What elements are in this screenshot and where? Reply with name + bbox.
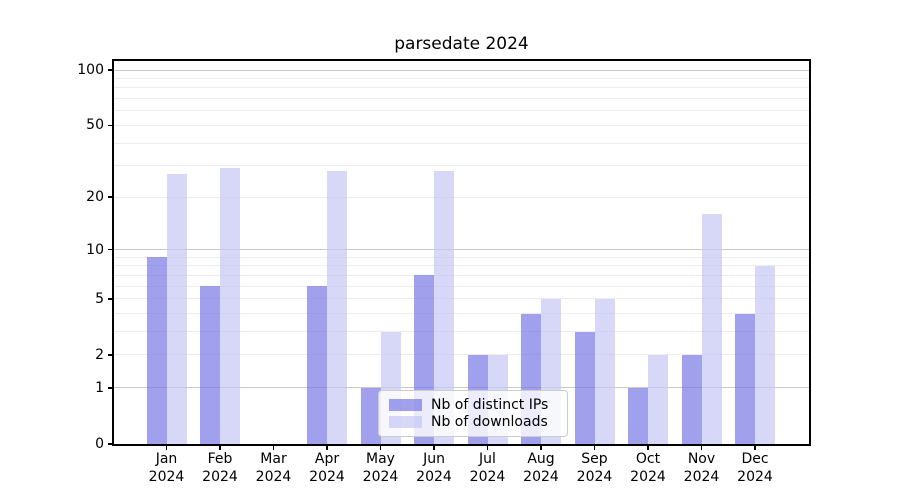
- y-tick-label-2: 2: [95, 346, 104, 363]
- y-gridline-40: [114, 142, 809, 144]
- bar-distinct-ips-jan: [146, 257, 167, 444]
- legend-item-distinct-ips: Nb of distinct IPs: [389, 396, 567, 414]
- x-tick-label-nov: Nov 2024: [683, 451, 720, 485]
- bar-downloads-jun: [434, 171, 454, 444]
- y-tick-label-5: 5: [95, 290, 104, 307]
- bar-distinct-ips-sep: [574, 332, 595, 444]
- y-gridline-5: [114, 298, 809, 300]
- y-gridline-1: [114, 387, 809, 389]
- y-tick-mark: [108, 354, 112, 356]
- y-tick-mark: [108, 248, 112, 251]
- bar-downloads-feb: [220, 168, 240, 444]
- y-gridline-60: [114, 110, 809, 112]
- y-gridline-20: [114, 196, 809, 198]
- bar-distinct-ips-dec: [735, 314, 755, 444]
- bar-downloads-dec: [755, 266, 775, 444]
- y-tick-mark: [108, 69, 112, 71]
- y-tick-mark: [108, 387, 112, 389]
- bar-downloads-jan: [166, 174, 187, 444]
- x-tick-mark: [326, 446, 328, 450]
- x-tick-mark: [165, 446, 168, 450]
- x-tick-label-aug: Aug 2024: [523, 451, 559, 485]
- y-gridline-2: [114, 354, 809, 356]
- x-tick-label-jun: Jun 2024: [416, 451, 452, 485]
- x-tick-label-oct: Oct 2024: [630, 451, 666, 485]
- bar-distinct-ips-oct: [628, 388, 648, 444]
- x-tick-mark: [540, 446, 542, 450]
- y-tick-mark: [108, 297, 112, 300]
- y-gridline-10: [114, 249, 809, 251]
- x-tick-label-apr: Apr 2024: [309, 451, 345, 485]
- plot-area: Nb of distinct IPs Nb of downloads: [112, 59, 811, 446]
- y-gridline-100: [114, 69, 809, 71]
- y-gridline-30: [114, 165, 809, 167]
- bar-downloads-nov: [701, 214, 722, 444]
- x-tick-mark: [486, 446, 489, 450]
- x-tick-mark: [647, 446, 649, 450]
- y-tick-label-10: 10: [86, 241, 104, 258]
- x-tick-mark: [754, 446, 756, 450]
- legend-label-downloads: Nb of downloads: [431, 414, 548, 431]
- bar-distinct-ips-apr: [307, 286, 327, 444]
- x-tick-label-jan: Jan 2024: [148, 451, 185, 485]
- x-tick-mark: [219, 446, 221, 450]
- legend-swatch-downloads: [389, 416, 422, 429]
- legend-item-downloads: Nb of downloads: [389, 414, 567, 432]
- y-tick-label-100: 100: [77, 61, 104, 78]
- y-gridline-6: [114, 285, 809, 287]
- x-tick-label-feb: Feb 2024: [202, 451, 238, 485]
- x-tick-label-dec: Dec 2024: [737, 451, 773, 485]
- x-tick-label-jul: Jul 2024: [469, 451, 506, 485]
- bar-downloads-sep: [594, 299, 615, 444]
- y-gridline-4: [114, 313, 809, 315]
- bar-downloads-apr: [327, 171, 347, 444]
- x-tick-mark: [379, 446, 382, 450]
- y-gridline-9: [114, 256, 809, 258]
- y-tick-mark: [108, 124, 112, 127]
- x-tick-label-may: May 2024: [362, 451, 399, 485]
- bar-distinct-ips-nov: [681, 355, 702, 444]
- x-tick-mark: [272, 446, 275, 450]
- legend-swatch-distinct-ips: [389, 398, 422, 411]
- x-tick-label-mar: Mar 2024: [255, 451, 292, 485]
- legend: Nb of distinct IPs Nb of downloads: [378, 390, 568, 437]
- y-gridline-70: [114, 98, 809, 100]
- bar-downloads-oct: [648, 355, 668, 444]
- y-tick-mark: [108, 196, 112, 199]
- bar-distinct-ips-may: [360, 388, 381, 444]
- y-gridline-3: [114, 331, 809, 333]
- y-gridline-90: [114, 77, 809, 79]
- x-tick-mark: [433, 446, 435, 450]
- y-tick-label-20: 20: [86, 189, 104, 206]
- y-gridline-80: [114, 87, 809, 89]
- legend-label-distinct-ips: Nb of distinct IPs: [431, 396, 549, 413]
- x-tick-mark: [593, 446, 596, 450]
- x-tick-mark: [700, 446, 703, 450]
- y-gridline-7: [114, 274, 809, 276]
- y-tick-label-50: 50: [86, 117, 104, 134]
- x-tick-label-sep: Sep 2024: [576, 451, 613, 485]
- y-gridline-8: [114, 265, 809, 267]
- y-tick-label-0: 0: [95, 436, 104, 452]
- chart-title: parsedate 2024: [394, 34, 529, 54]
- y-gridline-50: [114, 124, 809, 126]
- y-tick-mark: [108, 443, 112, 445]
- y-tick-label-1: 1: [95, 379, 104, 396]
- bar-distinct-ips-feb: [200, 286, 220, 444]
